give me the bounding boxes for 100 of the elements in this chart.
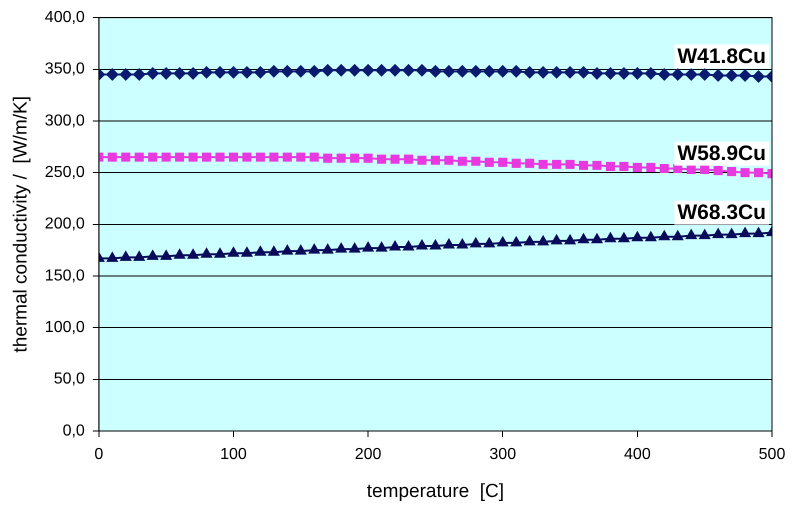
x-tick-label: 100	[220, 446, 247, 464]
point	[510, 236, 522, 246]
point	[525, 158, 534, 168]
point	[538, 236, 548, 246]
point	[739, 69, 752, 82]
point	[310, 152, 319, 162]
point	[673, 164, 682, 174]
point	[726, 228, 737, 238]
point	[658, 230, 670, 240]
point	[120, 68, 132, 80]
point	[268, 246, 280, 256]
point	[377, 154, 386, 164]
point	[686, 230, 697, 240]
point	[752, 70, 765, 83]
point	[133, 68, 146, 80]
y-tick-label: 300,0	[44, 112, 85, 130]
point	[537, 66, 550, 78]
point	[134, 152, 144, 162]
point	[470, 65, 482, 78]
point	[430, 240, 441, 250]
point	[457, 238, 468, 248]
point	[201, 248, 212, 258]
point	[618, 232, 630, 242]
point	[590, 67, 603, 80]
point	[442, 65, 455, 78]
point	[740, 228, 750, 238]
point	[148, 152, 158, 162]
point	[564, 234, 576, 244]
point	[295, 245, 306, 255]
point	[255, 246, 266, 256]
point	[578, 66, 590, 78]
point	[578, 160, 588, 170]
point	[632, 162, 642, 172]
point	[496, 65, 509, 78]
y-tick-label: 100,0	[44, 319, 85, 336]
point	[740, 168, 750, 178]
point	[550, 66, 563, 78]
point	[404, 154, 414, 164]
y-tick-label: 350,0	[44, 60, 85, 78]
point	[402, 64, 414, 76]
point	[644, 67, 657, 80]
y-tick-label: 250,0	[44, 164, 85, 182]
y-tick-label: 400,0	[44, 9, 85, 26]
point	[282, 152, 292, 162]
point	[592, 234, 602, 244]
point	[551, 234, 562, 244]
point	[242, 152, 252, 162]
point	[362, 242, 374, 252]
point	[510, 65, 522, 78]
point	[215, 152, 225, 162]
point	[240, 66, 253, 78]
point	[552, 160, 562, 169]
x-axis-title: temperature [C]	[366, 480, 504, 502]
x-tick-label: 500	[758, 446, 786, 464]
point	[308, 244, 320, 254]
point	[256, 152, 265, 162]
point	[296, 152, 306, 162]
point	[134, 251, 145, 261]
point	[497, 236, 508, 246]
point	[672, 68, 684, 80]
point	[200, 66, 213, 78]
point	[712, 228, 724, 238]
point	[336, 154, 346, 163]
point	[269, 152, 278, 162]
point	[106, 68, 118, 80]
point	[349, 243, 360, 253]
point	[350, 154, 360, 163]
point	[712, 69, 724, 82]
point	[524, 236, 535, 246]
point	[106, 252, 118, 262]
point	[592, 160, 602, 170]
point	[187, 67, 200, 80]
point	[484, 158, 494, 167]
point	[524, 66, 536, 78]
point	[429, 65, 442, 78]
point	[281, 65, 294, 78]
point	[606, 162, 615, 171]
point	[403, 241, 414, 251]
point	[727, 167, 736, 176]
point	[322, 244, 334, 254]
y-tick-label: 50,0	[54, 370, 85, 388]
x-tick-label: 400	[624, 446, 651, 464]
series-label: W58.9Cu	[677, 142, 766, 165]
point	[336, 243, 347, 253]
point	[227, 66, 240, 78]
point	[685, 68, 698, 80]
point	[214, 248, 226, 258]
point	[632, 232, 643, 242]
point	[726, 69, 738, 82]
point	[700, 164, 710, 174]
x-tick-label: 0	[94, 446, 104, 464]
point	[175, 152, 184, 162]
point	[376, 64, 388, 76]
point	[564, 66, 576, 78]
point	[646, 162, 656, 172]
point	[335, 64, 348, 76]
point	[619, 162, 628, 171]
point	[188, 249, 198, 259]
point	[322, 64, 334, 76]
point	[458, 156, 467, 166]
